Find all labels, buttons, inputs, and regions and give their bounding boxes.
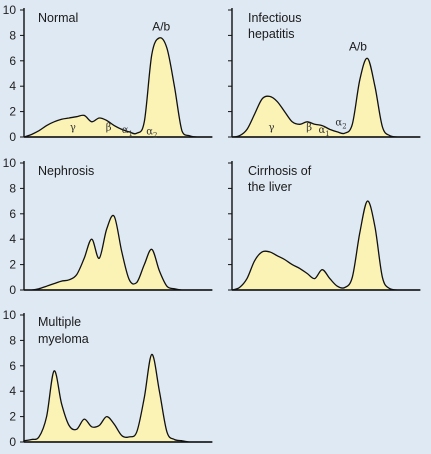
peak-label: A/b — [349, 40, 367, 54]
panel-4: Cirrhosis of the liver — [228, 161, 421, 291]
y-tick-label: 4 — [9, 232, 16, 246]
panel-2: Infectious hepatitis A/b γ β α1 α2 — [228, 8, 421, 138]
y-tick-label: 10 — [3, 156, 17, 170]
subscript: 1 — [325, 130, 329, 138]
panel-title: Cirrhosis of — [248, 164, 312, 178]
y-tick-label: 2 — [9, 410, 16, 424]
y-tick-label: 2 — [9, 105, 16, 119]
panel-5: 0 2 4 6 8 10 Multiple myeloma — [3, 308, 213, 449]
fraction-label: α1 — [319, 125, 330, 138]
y-tick-label: 8 — [9, 333, 16, 347]
panel-title: myeloma — [38, 332, 89, 346]
fraction-label: α2 — [146, 126, 157, 139]
panel-title: the liver — [248, 180, 292, 194]
peak-label: A/b — [152, 19, 170, 33]
y-tick-label: 6 — [9, 54, 16, 68]
fraction-label: β — [106, 123, 112, 134]
density-curve — [23, 214, 213, 291]
y-tick-label: 10 — [3, 3, 17, 17]
subscript: 2 — [153, 131, 157, 139]
panel-3: 0 2 4 6 8 10 Nephrosis — [3, 156, 213, 297]
y-tick-label: 8 — [9, 28, 16, 42]
subscript: 1 — [129, 130, 133, 138]
density-curve — [23, 353, 213, 443]
y-tick-label: 10 — [3, 308, 17, 322]
density-curve — [231, 57, 421, 138]
fraction-label: α1 — [122, 125, 133, 138]
panel-title: hepatitis — [248, 27, 295, 41]
y-tick-label: 6 — [9, 207, 16, 221]
y-tick-label: 0 — [9, 283, 16, 297]
panel-title: Infectious — [248, 11, 302, 25]
panel-title: Normal — [38, 11, 78, 25]
y-tick-label: 4 — [9, 384, 16, 398]
fraction-label: γ — [70, 123, 76, 134]
fraction-label: γ — [268, 123, 274, 134]
density-curve — [23, 37, 213, 138]
y-tick-label: 8 — [9, 181, 16, 195]
y-tick-label: 4 — [9, 79, 16, 93]
y-tick-label: 0 — [9, 435, 16, 449]
panel-title: Multiple — [38, 315, 81, 329]
y-tick-label: 2 — [9, 258, 16, 272]
density-curve — [231, 200, 421, 291]
fraction-label: β — [306, 123, 312, 134]
panel-title: Nephrosis — [38, 164, 94, 178]
fraction-label: α2 — [335, 118, 346, 131]
subscript: 2 — [342, 123, 346, 131]
panel-1: 0 2 4 6 8 10 Normal A/b γ β α1 α2 — [3, 3, 213, 144]
y-tick-label: 0 — [9, 130, 16, 144]
y-tick-label: 6 — [9, 359, 16, 373]
